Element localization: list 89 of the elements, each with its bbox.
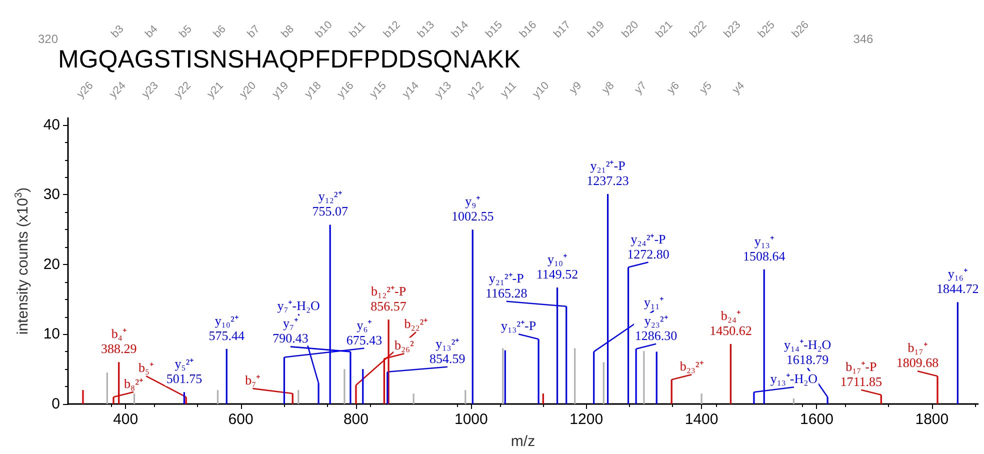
text: y16 [335, 80, 356, 101]
text: y13 [432, 80, 454, 101]
annotation: y₁₃⁺ 1508.64 [742, 233, 786, 264]
text: y19 [270, 80, 292, 101]
text: b26 [790, 18, 812, 40]
annotation: b₂₄⁺ 1450.62 [710, 308, 752, 338]
text: b11 [347, 19, 368, 40]
text: y12 [465, 80, 486, 101]
text: b7 [245, 23, 262, 40]
text: b5 [177, 23, 194, 40]
y-tick-label: 30 [43, 186, 60, 204]
text: b6 [211, 23, 228, 40]
annotation: y₁₃²⁺-P [501, 318, 536, 334]
annotation: y₂₁²⁺-P 1165.28 [485, 270, 528, 300]
annotation: y₂₄²⁺-P 1272.80 [627, 231, 670, 262]
annotation: y₁₃⁺-H₂O [770, 371, 818, 386]
x-tick-label: 1600 [800, 411, 834, 428]
text: b23 [722, 18, 744, 40]
text: b21 [654, 18, 676, 40]
annotation: b₇⁺ [245, 372, 260, 388]
text: y24 [107, 80, 128, 101]
annotation: b₁₇⁺ 1809.68 [896, 340, 939, 370]
text: y5 [698, 80, 714, 96]
text: b14 [449, 18, 471, 40]
annotation: y₇⁺-H₂O [277, 298, 320, 314]
text: b15 [484, 18, 505, 40]
y-tick-label: 10 [43, 326, 60, 343]
text: MGQAGSTISNSHAQPFDFPDDSQNAKK [58, 46, 521, 74]
text: b10 [313, 18, 335, 40]
x-tick-label: 1400 [684, 411, 718, 428]
text: b3 [109, 23, 126, 40]
text: 320 [38, 32, 58, 46]
text: y23 [140, 80, 161, 101]
text: b12 [381, 18, 403, 40]
x-tick-label: 400 [113, 411, 138, 428]
y-tick-label: 20 [43, 256, 60, 273]
x-tick-label: 1200 [570, 411, 604, 428]
text: b13 [415, 18, 437, 40]
x-tick-label: 600 [228, 411, 254, 428]
x-axis-title: m/z [510, 433, 536, 450]
text: y21 [204, 80, 226, 101]
text: b25 [756, 18, 778, 40]
text: 346 [853, 32, 874, 46]
text: b16 [518, 18, 539, 40]
text: b17 [552, 18, 574, 40]
y-tick-label: 40 [43, 116, 60, 134]
annotation: b₈²⁺ [124, 376, 143, 392]
text: y14 [400, 80, 422, 101]
annotation: y₁₂²⁺ 755.07 [312, 188, 348, 219]
annotation: y₁₄⁺-H₂O 1618.79 [784, 337, 832, 368]
text: y20 [238, 80, 259, 101]
text: y6 [665, 80, 682, 96]
annotation: y₂₃²⁺ 1286.30 [634, 312, 678, 343]
annotation: y₆⁺ 675.43 [346, 317, 382, 348]
annotation: y₅²⁺ 501.75 [166, 356, 202, 386]
x-tick-label: 800 [343, 411, 368, 428]
text: b22 [688, 18, 710, 40]
annotation: y₁₀⁺ 1149.52 [536, 252, 578, 282]
annotation: y₂₁²⁺-P 1237.23 [586, 158, 629, 188]
x-tick-label: 1000 [454, 411, 488, 428]
text: b4 [143, 23, 160, 40]
annotation: y₇⁺ 790.43 [272, 316, 308, 346]
annotation: y₁₁⁺ [644, 294, 664, 310]
annotation: b₂₂²⁺ [404, 316, 428, 332]
text: y4 [730, 80, 747, 96]
text: y26 [74, 80, 96, 101]
y-tick-label: 0 [52, 396, 60, 412]
y-axis-title: intensity counts (x103) [14, 187, 32, 335]
annotation: y₁₆⁺ 1844.72 [936, 266, 979, 296]
text: b19 [586, 18, 608, 40]
text: y7 [632, 80, 650, 96]
text: y15 [368, 80, 389, 101]
annotation: y₁₀²⁺ 575.44 [208, 312, 246, 343]
annotation: y₁₃²⁺ 854.59 [430, 336, 466, 366]
text: y10 [530, 80, 552, 101]
annotation: y₉⁺ 1002.55 [452, 194, 494, 224]
text: y18 [302, 80, 324, 101]
annotation: b₄⁺ 388.29 [100, 326, 137, 356]
annotation: b₁₇⁺-P 1711.85 [840, 358, 882, 389]
annotation: b₂₃²⁺ [680, 358, 704, 374]
text: y11 [498, 80, 520, 100]
text: b20 [620, 18, 642, 40]
text: b8 [279, 23, 296, 40]
annotation: b₂₆² [394, 338, 414, 353]
text: y8 [600, 80, 617, 96]
x-tick-label: 1800 [915, 411, 949, 428]
text: y22 [172, 80, 194, 101]
text: y9 [567, 80, 584, 96]
annotation: b₅⁺ [138, 360, 154, 376]
